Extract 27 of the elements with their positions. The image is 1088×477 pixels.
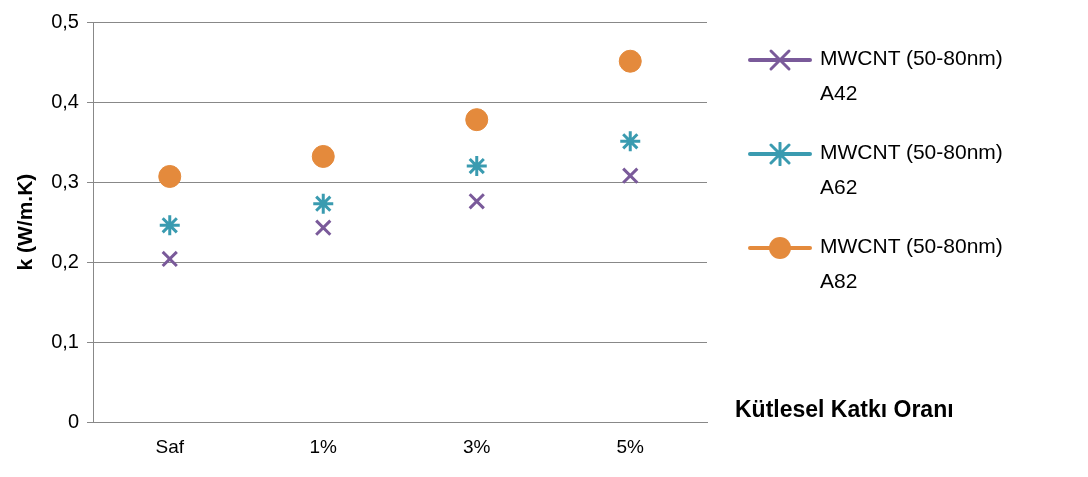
y-tick-label: 0,3 <box>51 169 79 192</box>
point <box>161 250 179 268</box>
x-tick-label: 1% <box>309 435 338 457</box>
point <box>158 164 182 188</box>
y-tick-label: 0,1 <box>51 329 79 352</box>
point <box>314 219 332 237</box>
x-axis-title: Kütlesel Katkı Oranı <box>735 396 954 423</box>
point <box>618 49 642 73</box>
point <box>311 144 335 168</box>
point <box>311 192 335 216</box>
y-axis-title: k (W/m.K) <box>13 173 37 271</box>
point <box>465 154 489 178</box>
point <box>618 129 642 153</box>
y-tick-label: 0,2 <box>51 249 79 272</box>
x-tick-label: 5% <box>616 435 645 457</box>
point <box>468 192 486 210</box>
y-tick-label: 0,5 <box>51 9 79 32</box>
legend-label: MWCNT (50-80nm) A62 <box>820 139 1004 200</box>
legend-label: MWCNT (50-80nm) A42 <box>820 45 1004 106</box>
legend-label: MWCNT (50-80nm) A82 <box>820 233 1004 294</box>
x-tick-label: 3% <box>463 435 491 457</box>
y-tick-label: 0,4 <box>51 89 79 112</box>
point <box>621 167 639 185</box>
y-tick-label: 0 <box>67 409 79 432</box>
x-tick-label: Saf <box>155 435 185 457</box>
point <box>158 213 182 237</box>
point <box>465 108 489 132</box>
